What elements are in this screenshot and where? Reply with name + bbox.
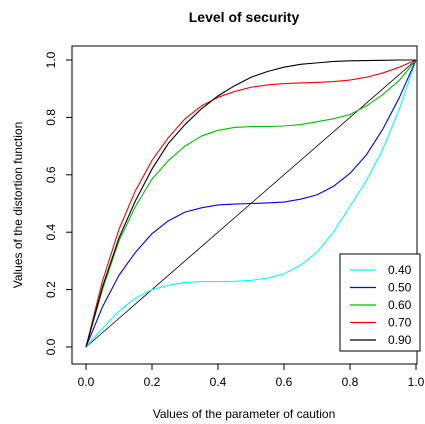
series-line-0-40 [85, 59, 417, 348]
y-axis: 0.0 0.2 0.4 0.6 0.8 1.0 [44, 51, 73, 355]
plot-lines [85, 59, 417, 348]
y-tick-label: 0.4 [44, 224, 58, 241]
x-tick-label: 0.4 [210, 375, 227, 389]
y-tick-label: 0.6 [44, 166, 58, 183]
y-tick-label: 0.8 [44, 109, 58, 126]
series-line-0-90 [85, 59, 416, 348]
x-tick-label: 0.0 [78, 375, 95, 389]
y-tick-label: 0.2 [44, 281, 58, 298]
legend-label-0-50: 0.50 [388, 281, 412, 295]
legend-label-0-60: 0.60 [388, 298, 412, 312]
chart-title: Level of security [189, 9, 300, 25]
y-tick-label: 0.0 [44, 338, 58, 355]
series-line-0-60 [85, 59, 417, 348]
x-tick-label: 0.8 [342, 375, 359, 389]
x-tick-label: 0.6 [276, 375, 293, 389]
y-axis-label: Values of the distortion function [11, 122, 25, 289]
x-tick-label: 1.0 [408, 375, 425, 389]
legend-label-0-90: 0.90 [388, 333, 412, 347]
legend-label-0-40: 0.40 [388, 263, 412, 277]
x-tick-label: 0.2 [144, 375, 161, 389]
legend: 0.40 0.50 0.60 0.70 0.90 [339, 253, 421, 352]
x-axis: 0.0 0.2 0.4 0.6 0.8 1.0 [78, 363, 425, 389]
x-axis-label: Values of the parameter of caution [153, 407, 336, 421]
y-tick-label: 1.0 [44, 51, 58, 68]
series-line-0-70 [85, 59, 417, 348]
legend-label-0-70: 0.70 [388, 316, 412, 330]
series-line-0-50 [85, 59, 417, 348]
